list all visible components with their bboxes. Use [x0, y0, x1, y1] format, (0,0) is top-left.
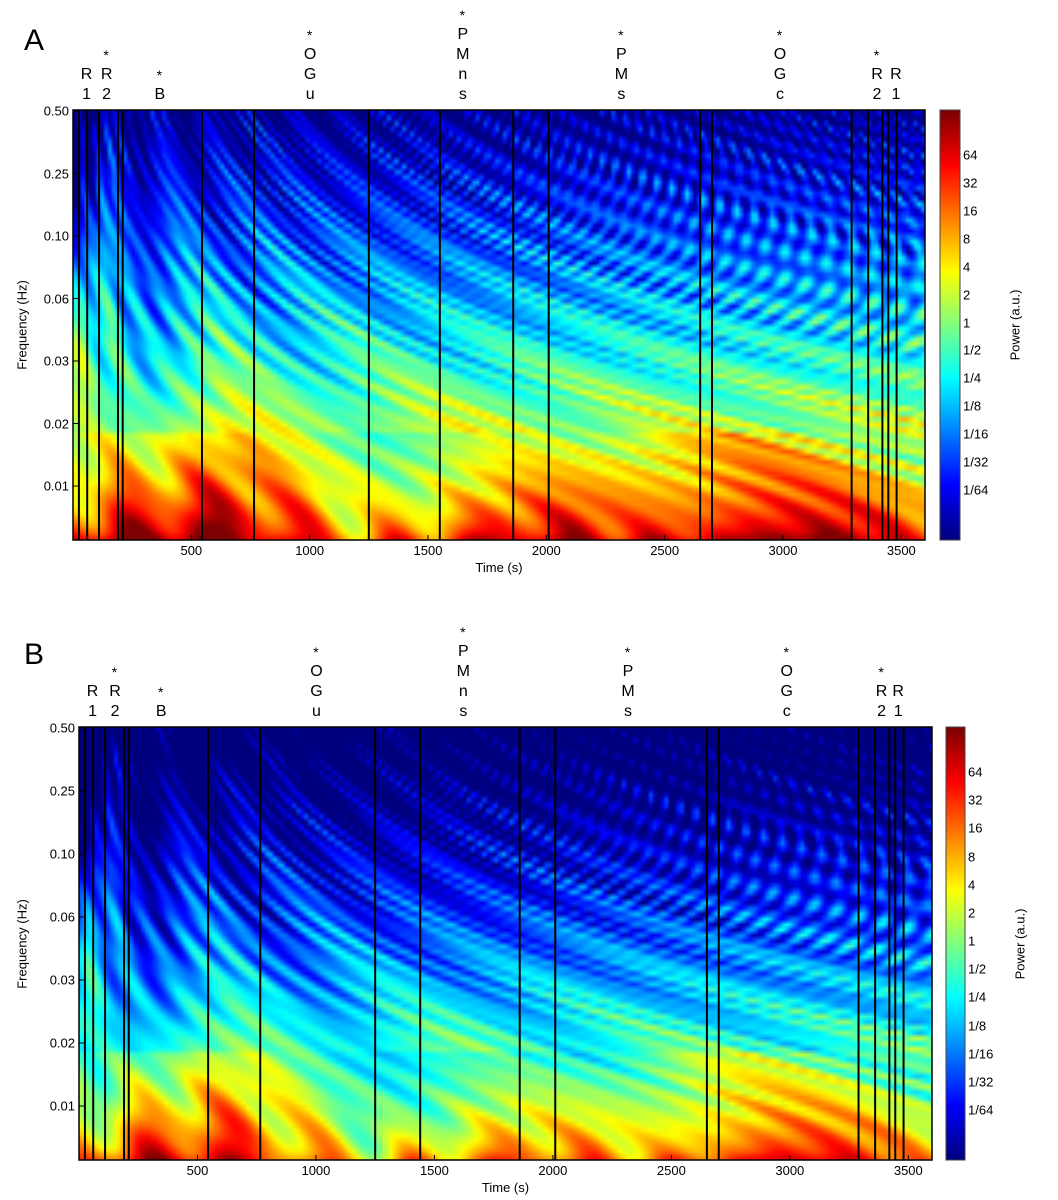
y-tick-label: 0.10: [49, 846, 75, 862]
colorbar-tick-label: 1/4: [963, 370, 982, 386]
event-label: PMns: [455, 624, 472, 723]
colorbar-tick-label: 16: [968, 820, 983, 836]
colorbar-tick-label: 32: [968, 792, 983, 808]
x-tick-label: 1000: [301, 1163, 331, 1178]
event-label: OGu: [308, 644, 325, 723]
event-label: OGc: [778, 644, 795, 723]
plot-frame: [72, 109, 926, 541]
colorbar-tick-label: 1/64: [968, 1102, 994, 1118]
colorbar-tick-label: 1/32: [963, 454, 989, 470]
x-tick-label: 3000: [775, 1163, 805, 1178]
colorbar-tick-label: 16: [963, 203, 978, 219]
event-label: PMs: [620, 644, 637, 723]
x-tick-label: 2500: [650, 543, 680, 558]
event-label: R1: [887, 66, 905, 106]
y-axis-label: Frequency (Hz): [14, 280, 30, 370]
event-label: R2: [98, 47, 115, 106]
event-label: B: [151, 67, 168, 106]
x-tick-label: 1000: [295, 543, 325, 558]
colorbar-tick-label: 1/16: [968, 1046, 994, 1062]
colorbar-frame: [939, 109, 961, 541]
colorbar-tick-label: 8: [968, 849, 976, 864]
colorbar-tick-label: 1/2: [963, 342, 982, 358]
colorbar-frame: [945, 726, 966, 1161]
colorbar-tick-label: 1/8: [968, 1018, 987, 1033]
y-tick-label: 0.25: [49, 783, 75, 799]
panel-a: A 500 1000 1500 2000 2500 3000 3500 Time (s) 0.5…: [0, 0, 1058, 600]
panel-b: B 500 1000 1500 2000 2500 3000 3500 Time (s) 0.5…: [0, 600, 1058, 1200]
x-axis-label: Time (s): [481, 1180, 530, 1195]
colorbar-tick-label: 4: [963, 259, 971, 275]
x-tick-label: 2500: [656, 1163, 686, 1178]
event-label: R1: [84, 683, 102, 723]
panel-label: A: [24, 24, 45, 57]
x-tick-label: 2000: [531, 543, 561, 558]
colorbar: [940, 110, 960, 540]
panel-label: B: [24, 638, 45, 671]
colorbar-tick-label: 8: [963, 231, 971, 247]
x-tick-label: 2000: [538, 1163, 568, 1178]
x-axis-label: Time (s): [475, 560, 523, 575]
colorbar-tick-label: 1/64: [963, 482, 989, 498]
y-tick-label: 0.03: [49, 972, 75, 988]
colorbar-tick-label: 1/4: [968, 989, 987, 1005]
colorbar-tick-label: 2: [968, 905, 976, 921]
colorbar-tick-label: 1/8: [963, 398, 982, 414]
colorbar-tick-label: 32: [963, 175, 978, 191]
event-label: R1: [78, 66, 96, 106]
colorbar-tick-label: 64: [963, 147, 978, 163]
colorbar-tick-label: 2: [963, 287, 971, 303]
event-label: R2: [873, 664, 890, 723]
event-label: PMns: [454, 7, 471, 106]
event-label: R1: [889, 683, 907, 723]
x-tick-label: 1500: [419, 1163, 449, 1178]
chart-overlay: [78, 726, 966, 1161]
y-tick-label: 0.06: [49, 909, 75, 925]
y-tick-label: 0.01: [43, 478, 69, 494]
event-label: PMs: [613, 27, 630, 106]
spectrogram-heatmap: [79, 727, 932, 1160]
x-tick-label: 500: [186, 1163, 209, 1178]
chart-overlay: [72, 109, 961, 541]
x-tick-label: 3000: [768, 543, 798, 558]
y-axis-label: Frequency (Hz): [14, 898, 30, 989]
y-tick-label: 0.03: [43, 353, 69, 369]
y-tick-label: 0.02: [49, 1035, 75, 1051]
event-label: OGc: [771, 27, 788, 106]
event-label: R2: [107, 664, 124, 723]
x-tick-label: 3500: [886, 543, 916, 558]
y-tick-label: 0.25: [43, 166, 69, 181]
event-label: R2: [868, 47, 885, 106]
y-tick-label: 0.10: [43, 228, 69, 244]
colorbar-tick-label: 1/2: [968, 961, 987, 977]
y-tick-label: 0.50: [49, 720, 75, 736]
colorbar-tick-label: 64: [968, 764, 983, 780]
x-tick-label: 3500: [893, 1163, 923, 1178]
y-tick-label: 0.01: [49, 1098, 75, 1114]
y-tick-label: 0.02: [43, 416, 69, 431]
colorbar-label: Power (a.u.): [1012, 908, 1028, 979]
y-tick-label: 0.50: [43, 103, 69, 119]
event-label: B: [153, 684, 170, 723]
colorbar: [946, 727, 965, 1160]
colorbar-tick-label: 1: [963, 315, 971, 330]
colorbar-tick-label: 1/16: [963, 426, 989, 442]
x-tick-label: 1500: [413, 543, 443, 558]
spectrogram-heatmap: [73, 110, 925, 540]
colorbar-tick-label: 4: [968, 877, 976, 893]
x-tick-label: 500: [180, 543, 203, 558]
colorbar-label: Power (a.u.): [1007, 289, 1023, 361]
plot-frame: [78, 726, 933, 1161]
colorbar-tick-label: 1: [968, 933, 976, 949]
event-label: OGu: [302, 27, 319, 106]
colorbar-tick-label: 1/32: [968, 1074, 994, 1090]
y-tick-label: 0.06: [43, 291, 69, 306]
